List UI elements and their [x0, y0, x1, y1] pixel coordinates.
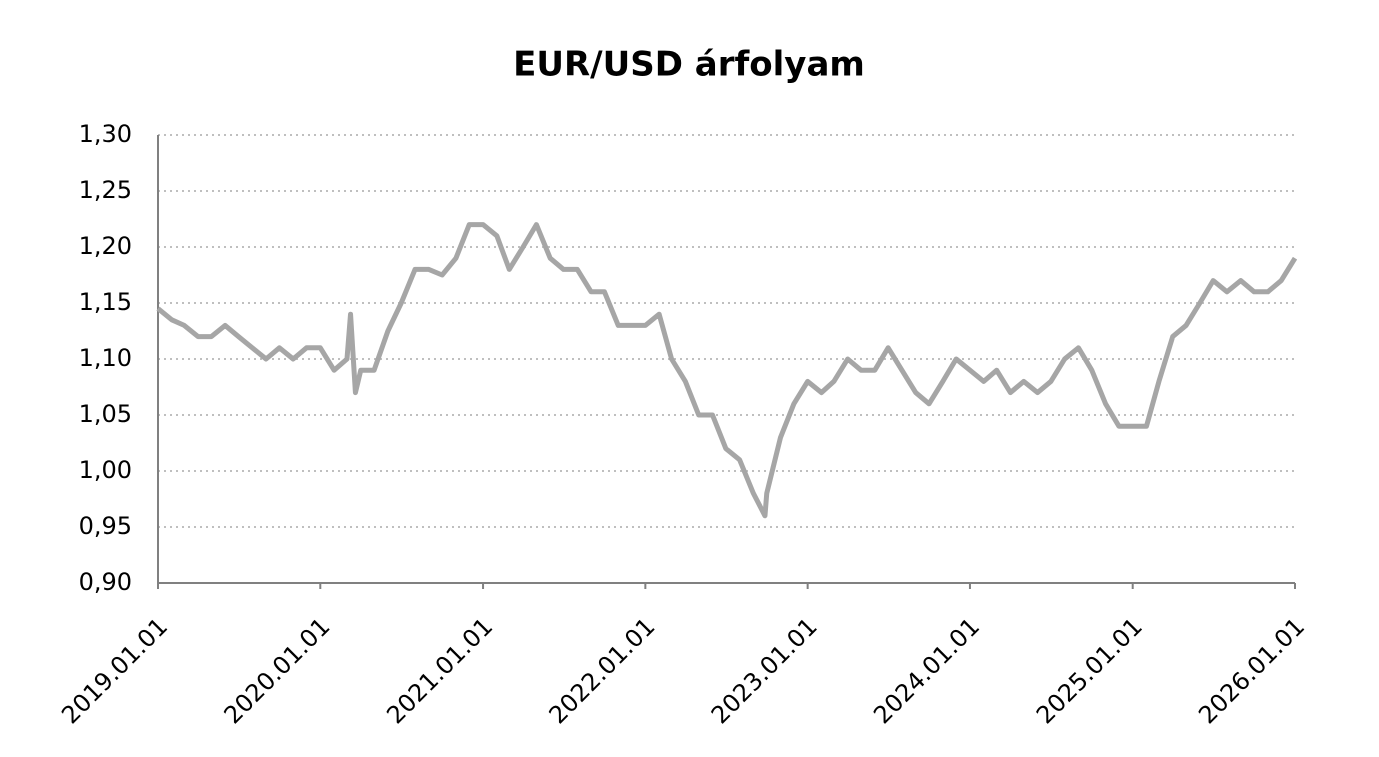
y-tick-label: 1,20 [79, 232, 132, 260]
y-tick-label: 1,25 [79, 176, 132, 204]
x-tick-label: 2022.01.01 [544, 612, 661, 729]
x-tick-label: 2019.01.01 [56, 612, 173, 729]
y-tick-label: 0,90 [79, 568, 132, 596]
y-tick-label: 1,30 [79, 120, 132, 148]
y-tick-label: 1,10 [79, 344, 132, 372]
y-tick-label: 0,95 [79, 512, 132, 540]
y-tick-label: 1,05 [79, 400, 132, 428]
x-tick-label: 2020.01.01 [219, 612, 336, 729]
y-tick-label: 1,00 [79, 456, 132, 484]
series-line [156, 222, 1298, 519]
x-tick-label: 2026.01.01 [1193, 612, 1310, 729]
x-tick-label: 2023.01.01 [706, 612, 823, 729]
y-tick-label: 1,15 [79, 288, 132, 316]
x-tick-label: 2021.01.01 [381, 612, 498, 729]
x-tick-label: 2025.01.01 [1031, 612, 1148, 729]
chart-title: EUR/USD árfolyam [513, 45, 865, 85]
x-tick-label: 2024.01.01 [868, 612, 985, 729]
